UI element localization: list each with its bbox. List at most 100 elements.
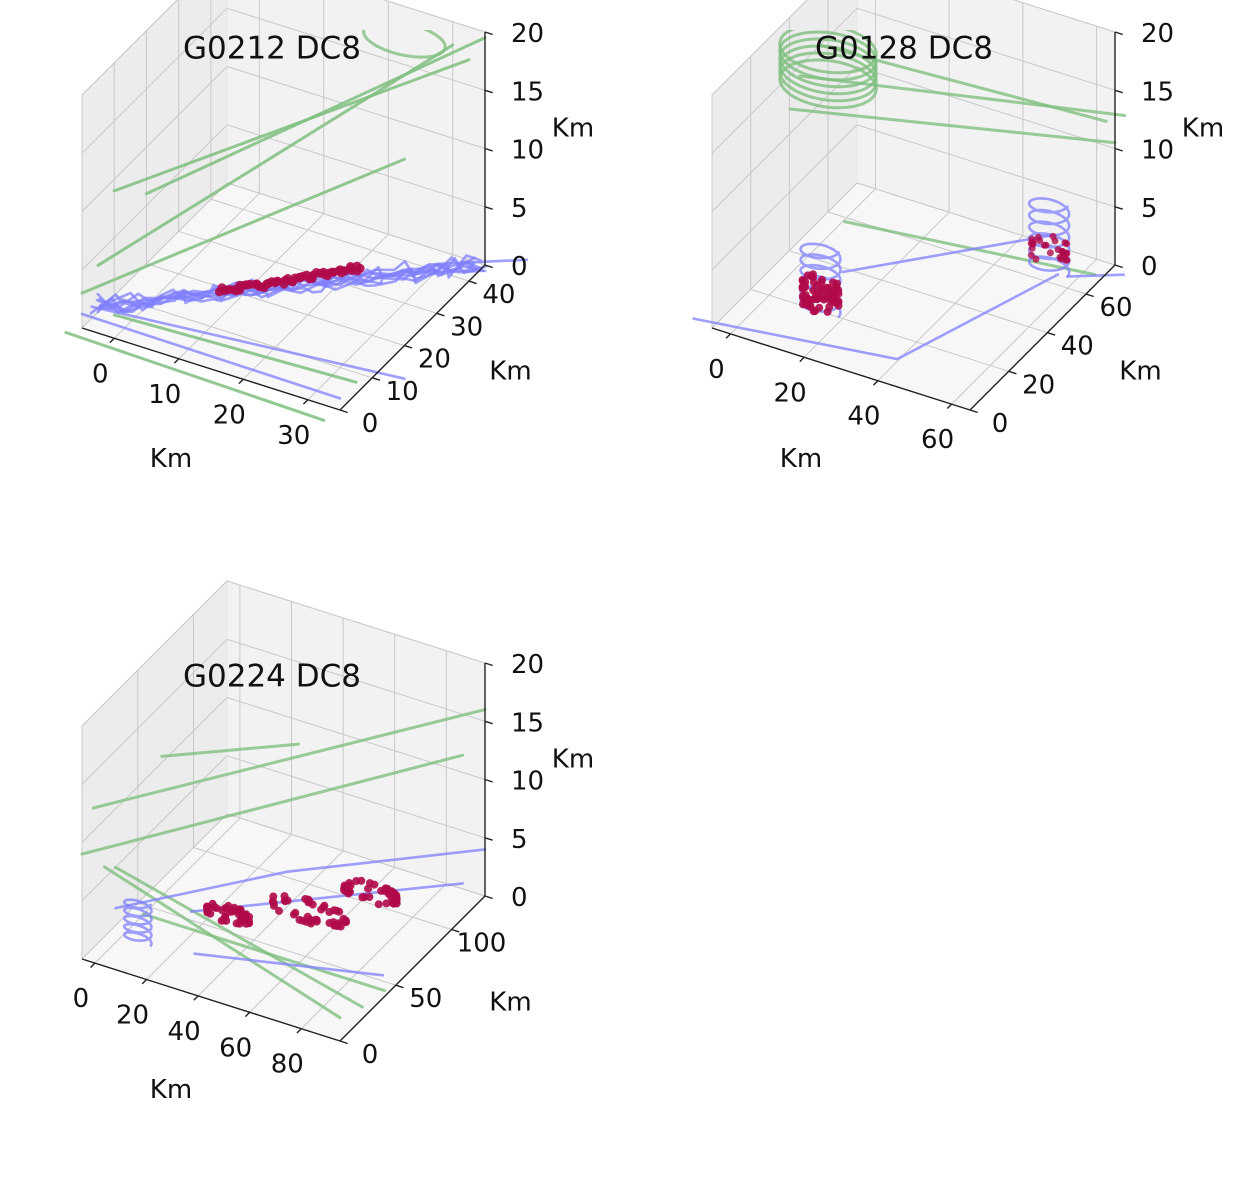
low-altitude-track xyxy=(193,952,385,977)
cloud-point xyxy=(824,284,833,293)
cloud-point xyxy=(280,896,289,905)
z-axis-label: Km xyxy=(552,745,594,775)
y-tick-label: 20 xyxy=(418,345,451,375)
cloud-point xyxy=(237,917,246,926)
cloud-point xyxy=(330,906,338,915)
z-tick-label: 15 xyxy=(511,708,544,738)
cloud-point xyxy=(387,893,396,902)
z-tick-label: 5 xyxy=(511,825,528,855)
x-tick xyxy=(799,356,805,363)
chart-title: G0212 DC8 xyxy=(183,30,361,66)
grid-line xyxy=(226,7,486,91)
z-tick xyxy=(484,147,493,152)
cloud-point xyxy=(365,879,374,888)
z-tick-label: 5 xyxy=(511,194,528,224)
cloud-point xyxy=(357,876,366,885)
grid-line xyxy=(711,182,858,329)
cloud-point xyxy=(1058,248,1066,256)
low-altitude-track xyxy=(1066,273,1126,278)
z-tick xyxy=(484,837,493,841)
x-tick-label: 80 xyxy=(271,1050,304,1080)
cloud-point xyxy=(1032,255,1040,263)
z-tick xyxy=(484,778,493,783)
cloud-point xyxy=(799,293,807,302)
grid-line xyxy=(81,66,228,212)
x-tick xyxy=(873,380,879,386)
grid-line xyxy=(856,66,1116,149)
z-tick-label: 10 xyxy=(511,767,544,797)
cloud-point xyxy=(291,908,300,917)
low-altitude-track xyxy=(122,898,153,947)
cloud-point xyxy=(298,916,307,925)
x-tick xyxy=(238,378,244,385)
z-tick-label: 15 xyxy=(1141,77,1174,107)
cloud-point xyxy=(834,301,843,310)
z-tick xyxy=(484,31,493,36)
z-tick xyxy=(484,720,493,725)
y-tick xyxy=(371,377,381,381)
y-tick-label: 40 xyxy=(482,280,515,310)
z-tick xyxy=(484,662,493,667)
cloud-point xyxy=(381,884,390,893)
x-tick-label: 10 xyxy=(148,380,181,410)
grid-line xyxy=(146,263,405,347)
z-tick-label: 20 xyxy=(511,650,544,680)
y-tick-label: 100 xyxy=(457,929,507,959)
high-altitude-track xyxy=(112,313,358,384)
cloud-point xyxy=(818,275,826,284)
x-axis xyxy=(81,327,341,411)
y-tick xyxy=(395,984,404,989)
z-tick-label: 0 xyxy=(511,252,528,282)
low-altitude-track xyxy=(841,234,1051,274)
z-tick xyxy=(1114,31,1123,36)
cloud-point xyxy=(1063,256,1071,264)
y-axis-label: Km xyxy=(1119,357,1161,387)
z-tick-label: 15 xyxy=(511,77,544,107)
x-tick xyxy=(90,962,96,968)
y-axis xyxy=(339,264,486,411)
grid-line xyxy=(113,192,260,339)
cloud-point xyxy=(1034,233,1042,241)
y-tick-label: 50 xyxy=(409,984,442,1014)
cloud-point xyxy=(245,919,254,928)
x-axis-label: Km xyxy=(150,1075,192,1105)
z-tick xyxy=(484,89,493,94)
high-altitude-track xyxy=(80,157,406,295)
y-tick xyxy=(1047,332,1056,336)
z-axis-label: Km xyxy=(552,114,594,144)
y-axis xyxy=(969,264,1116,411)
grid-line xyxy=(226,124,486,208)
cloud-point xyxy=(358,893,367,902)
y-tick-label: 0 xyxy=(992,409,1009,439)
grid-line xyxy=(226,813,486,897)
y-axis-label: Km xyxy=(489,988,531,1018)
cloud-point xyxy=(203,908,212,917)
z-tick xyxy=(484,206,493,210)
grid-line xyxy=(114,295,373,379)
x-tick-label: 60 xyxy=(219,1033,252,1063)
y-tick xyxy=(451,928,460,933)
low-altitude-track xyxy=(435,258,529,266)
grid-line xyxy=(711,66,858,212)
x-tick xyxy=(244,1011,251,1018)
y-tick-label: 0 xyxy=(362,1040,379,1070)
z-tick-label: 20 xyxy=(1141,19,1174,49)
y-tick xyxy=(969,409,978,414)
z-tick xyxy=(1114,206,1123,210)
high-altitude-track xyxy=(778,30,878,75)
low-altitude-track xyxy=(97,259,475,312)
grid-line xyxy=(226,697,486,780)
cloud-point xyxy=(1056,253,1064,261)
z-tick xyxy=(1114,264,1123,269)
cloud-point xyxy=(304,898,313,907)
cloud-point xyxy=(809,307,818,316)
grid-line xyxy=(81,697,228,843)
low-altitude-track xyxy=(80,312,342,400)
grid-line xyxy=(856,7,1116,91)
grid-line xyxy=(226,182,486,266)
x-tick xyxy=(193,995,199,1001)
grid-line xyxy=(81,0,178,96)
